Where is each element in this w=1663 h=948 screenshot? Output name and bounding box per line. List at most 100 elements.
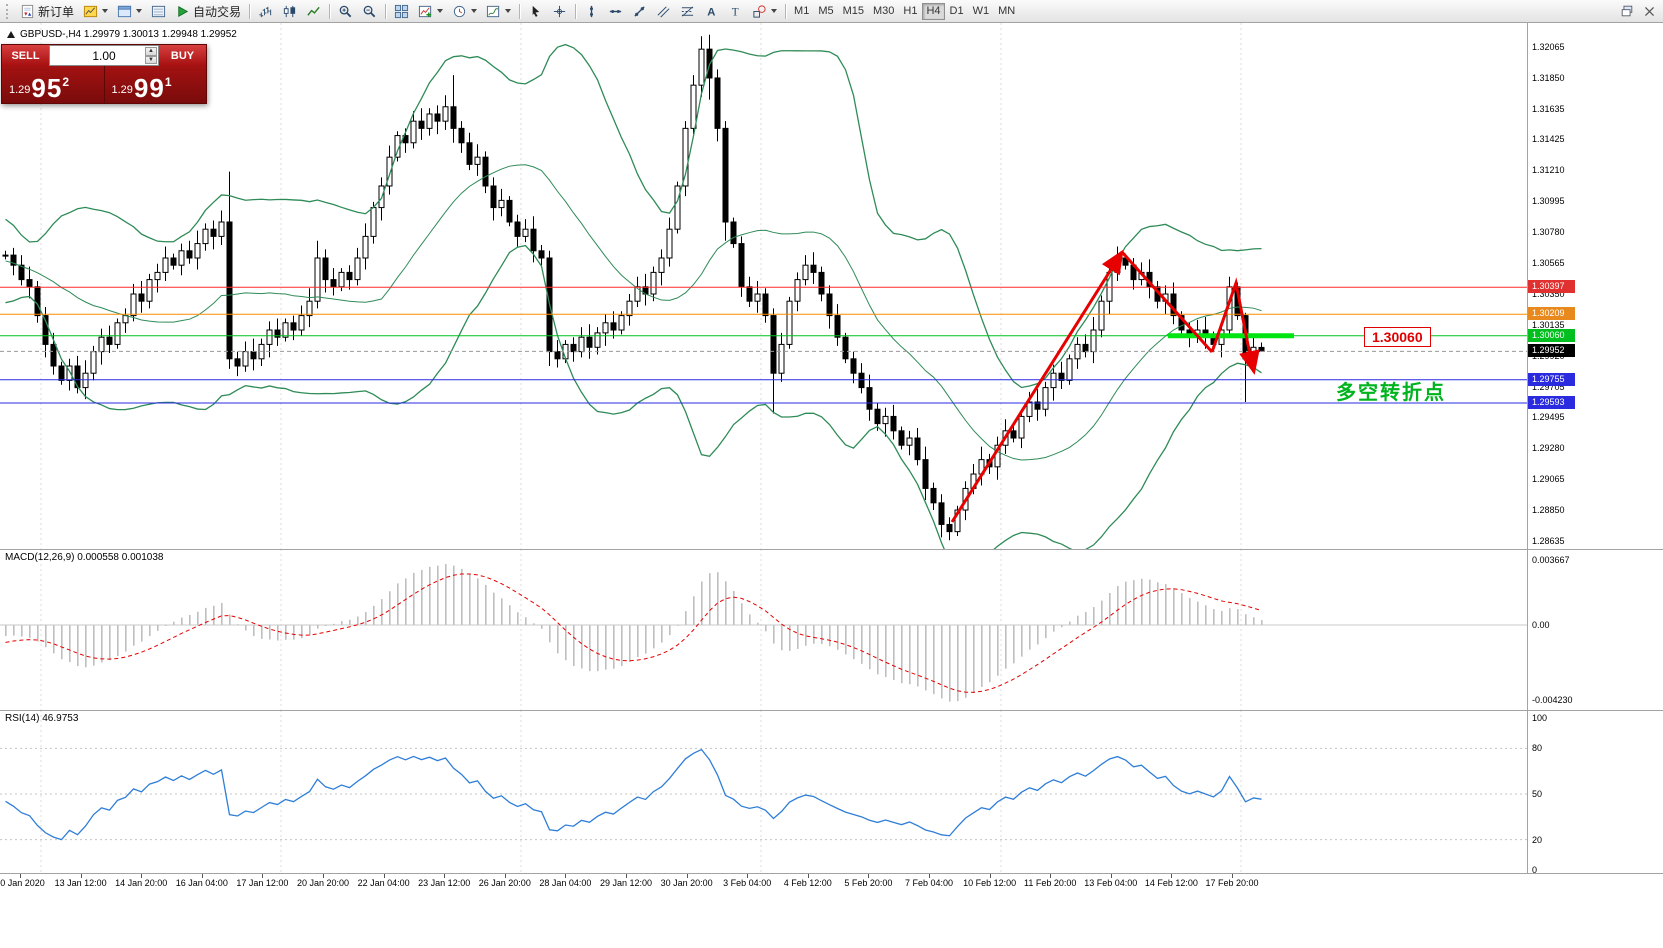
time-axis-tick — [444, 874, 446, 878]
time-axis-tick — [1110, 874, 1112, 878]
timeframe-m15[interactable]: M15 — [839, 3, 868, 20]
price-axis-label: 1.30565 — [1532, 258, 1565, 269]
buy-price[interactable]: 1.29 99 1 — [103, 66, 207, 103]
time-axis-label: 11 Feb 20:00 — [1024, 878, 1077, 888]
timeframe-w1[interactable]: W1 — [969, 3, 994, 20]
candlestick-icon — [282, 4, 297, 19]
rsi-scale-label: 50 — [1532, 789, 1543, 799]
channel-icon — [656, 4, 671, 19]
window-close-button[interactable] — [1639, 1, 1660, 21]
toolbar-separator — [385, 3, 387, 19]
panel-separator[interactable] — [0, 873, 1663, 874]
price-chart[interactable] — [0, 23, 1527, 549]
panel-separator[interactable] — [0, 549, 1663, 550]
timeframe-mn[interactable]: MN — [994, 3, 1019, 20]
time-axis-label: 28 Jan 04:00 — [539, 878, 592, 888]
periods-button[interactable] — [448, 1, 481, 21]
shapes-icon — [752, 4, 767, 19]
horizontal-line-icon — [608, 4, 623, 19]
time-axis-label: 3 Feb 04:00 — [723, 878, 772, 888]
rsi-scale-label: 20 — [1532, 834, 1543, 845]
volume-decrease-button[interactable]: ▼ — [145, 55, 157, 64]
window-close-icon — [1643, 5, 1656, 18]
cursor-button[interactable] — [524, 1, 547, 21]
time-axis-label: 14 Jan 20:00 — [115, 878, 168, 888]
time-axis-tick — [1232, 874, 1233, 878]
crosshair-button[interactable] — [548, 1, 571, 21]
macd-chart[interactable] — [0, 549, 1527, 710]
buy-price-pip: 1 — [164, 75, 172, 89]
data-window-button[interactable] — [147, 1, 170, 21]
buy-button[interactable]: BUY — [159, 45, 206, 66]
volume-field[interactable]: 1.00 ▲ ▼ — [49, 45, 159, 66]
toolbar-separator — [329, 3, 331, 19]
zoom-in-button[interactable] — [334, 1, 357, 21]
time-axis-tick — [1050, 874, 1052, 878]
sell-price-prefix: 1.29 — [9, 84, 31, 96]
toolbar-grip[interactable] — [6, 3, 12, 19]
time-axis-tick — [747, 874, 749, 878]
price-annotation[interactable]: 1.30060 — [1364, 327, 1431, 347]
new-chart-button[interactable] — [79, 1, 112, 21]
fibonacci-button[interactable] — [676, 1, 699, 21]
time-axis-tick — [262, 874, 264, 878]
timeframe-m1[interactable]: M1 — [790, 3, 813, 20]
fibonacci-icon — [680, 4, 695, 19]
timeframe-h4[interactable]: H4 — [922, 2, 945, 20]
window-restore-button[interactable] — [1616, 1, 1638, 21]
price-axis-label: 1.28635 — [1532, 536, 1565, 546]
time-axis-label: 20 Jan 20:00 — [296, 878, 350, 888]
vertical-line-button[interactable] — [580, 1, 603, 21]
templates-button[interactable] — [482, 1, 515, 21]
price-axis-label: 1.31210 — [1532, 165, 1565, 176]
label-button[interactable]: T — [724, 1, 747, 21]
horizontal-line-button[interactable] — [604, 1, 627, 21]
turning-point-annotation[interactable]: 多空转折点 — [1336, 382, 1446, 404]
sell-price-big: 95 — [31, 73, 63, 103]
time-axis-label: 26 Jan 20:00 — [478, 878, 531, 888]
panel-separator[interactable] — [0, 710, 1663, 711]
buy-price-big: 99 — [133, 73, 165, 103]
bar-chart-button[interactable] — [254, 1, 277, 21]
time-axis-label: 29 Jan 12:00 — [599, 878, 653, 888]
indicators-button[interactable] — [414, 1, 447, 21]
volume-increase-button[interactable]: ▲ — [145, 47, 157, 56]
time-axis-label: 17 Feb 20:00 — [1205, 878, 1259, 888]
chart-title-text: GBPUSD-,H4 1.29979 1.30013 1.29948 1.299… — [20, 29, 237, 40]
time-axis-label: 4 Feb 12:00 — [783, 878, 832, 888]
channel-button[interactable] — [652, 1, 675, 21]
time-axis-tick — [989, 874, 991, 878]
text-button[interactable]: A — [700, 1, 723, 21]
time-axis-label: 13 Feb 04:00 — [1084, 878, 1138, 888]
caret-icon — [136, 9, 143, 13]
new-chart-icon — [83, 4, 98, 19]
sell-button[interactable]: SELL — [2, 45, 49, 66]
price-badge: 1.30209 — [1528, 307, 1575, 321]
time-axis-label: 22 Jan 04:00 — [357, 878, 410, 888]
price-axis-label: 1.30135 — [1532, 319, 1565, 330]
shapes-button[interactable] — [748, 1, 781, 21]
auto-trading-label: 自动交易 — [193, 4, 242, 19]
candlestick-button[interactable] — [278, 1, 301, 21]
sell-price[interactable]: 1.29 95 2 — [2, 66, 104, 103]
toolbar-separator — [785, 3, 787, 19]
auto-trading-icon — [175, 4, 190, 19]
trendline-button[interactable] — [628, 1, 651, 21]
tile-windows-button[interactable] — [390, 1, 413, 21]
macd-scale-label: 0.003667 — [1532, 554, 1570, 565]
timeframe-m5[interactable]: M5 — [814, 3, 837, 20]
auto-trading-button[interactable]: 自动交易 — [171, 1, 245, 21]
time-axis-tick — [323, 874, 324, 878]
volume-value[interactable]: 1.00 — [92, 48, 116, 63]
new-order-button[interactable]: 新订单 — [16, 1, 78, 21]
line-chart-button[interactable] — [302, 1, 325, 21]
time-axis-tick — [1171, 874, 1173, 878]
zoom-out-button[interactable] — [358, 1, 381, 21]
timeframe-d1[interactable]: D1 — [946, 3, 968, 20]
time-axis-label: 10 Feb 12:00 — [963, 878, 1017, 888]
timeframe-h1[interactable]: H1 — [899, 3, 921, 20]
timeframe-m30[interactable]: M30 — [869, 3, 898, 20]
price-axis-separator — [1527, 23, 1528, 873]
profiles-button[interactable] — [113, 1, 146, 21]
rsi-chart[interactable] — [0, 710, 1527, 873]
